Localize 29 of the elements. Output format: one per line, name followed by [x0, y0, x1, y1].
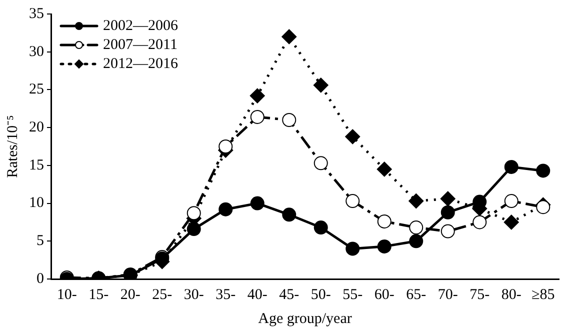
- y-tick-label: 20: [29, 120, 44, 136]
- x-tick-label: 35-: [216, 286, 236, 303]
- x-tick-label: 75-: [470, 286, 490, 303]
- y-tick-label: 30: [29, 44, 44, 60]
- x-tick-label: 20-: [120, 286, 140, 303]
- y-axis-title: Rates/10⁻⁵: [4, 115, 21, 178]
- y-tick-label: 10: [29, 195, 44, 212]
- x-tick-label: 55-: [342, 286, 363, 303]
- x-tick-label: ≥85: [532, 286, 555, 303]
- x-tick-label: 40-: [247, 286, 268, 303]
- y-tick-label: 35: [29, 6, 44, 22]
- y-tick-label: 0: [36, 270, 44, 287]
- legend-label: 2012—2016: [103, 56, 178, 72]
- x-tick-label: 80-: [501, 286, 522, 303]
- x-axis-title: Age group/year: [258, 310, 352, 327]
- y-tick-label: 25: [29, 82, 44, 98]
- x-tick-label: 65-: [406, 286, 426, 303]
- x-tick-label: 70-: [438, 286, 458, 303]
- x-tick-label: 25-: [152, 286, 172, 303]
- x-tick-label: 10-: [56, 286, 77, 303]
- y-tick-label: 15: [29, 157, 44, 174]
- legend-label: 2002—2006: [103, 18, 178, 34]
- x-tick-label: 50-: [310, 286, 331, 303]
- x-tick-label: 15-: [88, 286, 109, 303]
- y-tick-label: 5: [36, 233, 44, 250]
- x-tick-label: 30-: [184, 286, 204, 303]
- x-tick-label: 60-: [374, 286, 394, 303]
- x-tick-label: 45-: [279, 286, 300, 303]
- legend-label: 2007—2011: [103, 36, 178, 53]
